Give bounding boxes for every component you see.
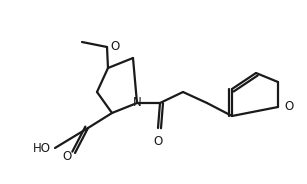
Text: N: N xyxy=(133,96,142,109)
Text: HO: HO xyxy=(33,141,51,155)
Text: O: O xyxy=(284,100,293,114)
Text: O: O xyxy=(110,40,119,54)
Text: O: O xyxy=(63,151,72,164)
Text: O: O xyxy=(154,135,163,148)
